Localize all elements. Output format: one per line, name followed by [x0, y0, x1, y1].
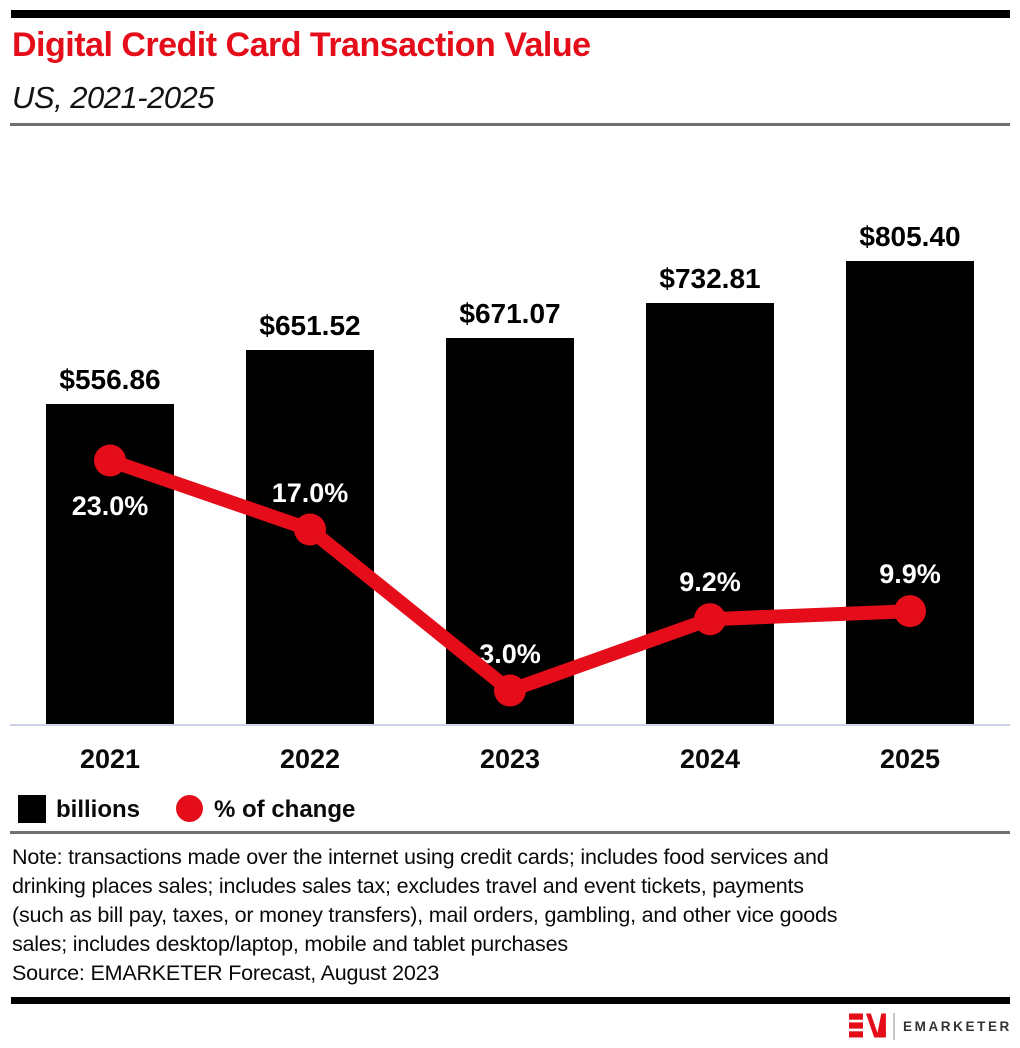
bar-value-label-2024: $732.81: [659, 263, 761, 294]
x-axis-baseline: [10, 724, 1010, 726]
bar-value-label-2025: $805.40: [859, 221, 961, 252]
legend-bar-label: billions: [56, 796, 140, 823]
source-text: Source: EMARKETER Forecast, August 2023: [12, 961, 440, 985]
note-line-4: sales; includes desktop/laptop, mobile a…: [12, 932, 568, 956]
line-value-label-2024: 9.2%: [679, 567, 741, 598]
logo-separator: [893, 1013, 895, 1040]
legend-line-label: % of change: [214, 796, 356, 823]
bar-2021: [46, 404, 174, 725]
note-line-1: Note: transactions made over the interne…: [12, 845, 829, 869]
emarketer-logo: EMARKETER: [849, 1010, 1010, 1042]
chart-area: $556.86 2021 $651.52 2022 $671.07 2023 $732.81…: [0, 130, 1020, 780]
legend-bar-swatch-icon: [18, 795, 46, 823]
bottom-black-rule: [11, 997, 1010, 1004]
line-value-label-2021: 23.0%: [71, 490, 149, 521]
top-black-rule: [11, 10, 1010, 18]
bar-2022: [246, 350, 374, 725]
line-value-label-2025: 9.9%: [879, 559, 941, 590]
bar-2025: [846, 261, 974, 725]
x-axis-label-2021: 2021: [79, 744, 141, 774]
legend-line-swatch-icon: [176, 795, 203, 822]
bar-value-label-2021: $556.86: [59, 364, 161, 395]
footnote-divider: [10, 831, 1010, 834]
chart-subtitle: US, 2021-2025: [12, 80, 215, 115]
x-axis-label-2025: 2025: [879, 744, 941, 774]
bar-value-label-2022: $651.52: [259, 310, 361, 341]
x-axis-label-2024: 2024: [679, 744, 741, 774]
line-value-label-2022: 17.0%: [271, 477, 349, 508]
bar-2024: [646, 303, 774, 725]
note-line-3: (such as bill pay, taxes, or money trans…: [12, 903, 838, 927]
x-axis-label-2023: 2023: [479, 744, 541, 774]
emarketer-monogram-icon: [849, 1013, 886, 1038]
note-text: Note: transactions made over the interne…: [12, 843, 837, 959]
header-divider: [10, 123, 1010, 126]
note-line-2: drinking places sales; includes sales ta…: [12, 874, 804, 898]
chart-title: Digital Credit Card Transaction Value: [12, 26, 591, 64]
x-axis-label-2022: 2022: [279, 744, 341, 774]
line-value-label-2023: 3.0%: [479, 638, 541, 669]
bar-value-label-2023: $671.07: [459, 298, 561, 329]
emarketer-wordmark: EMARKETER: [903, 1019, 1012, 1034]
